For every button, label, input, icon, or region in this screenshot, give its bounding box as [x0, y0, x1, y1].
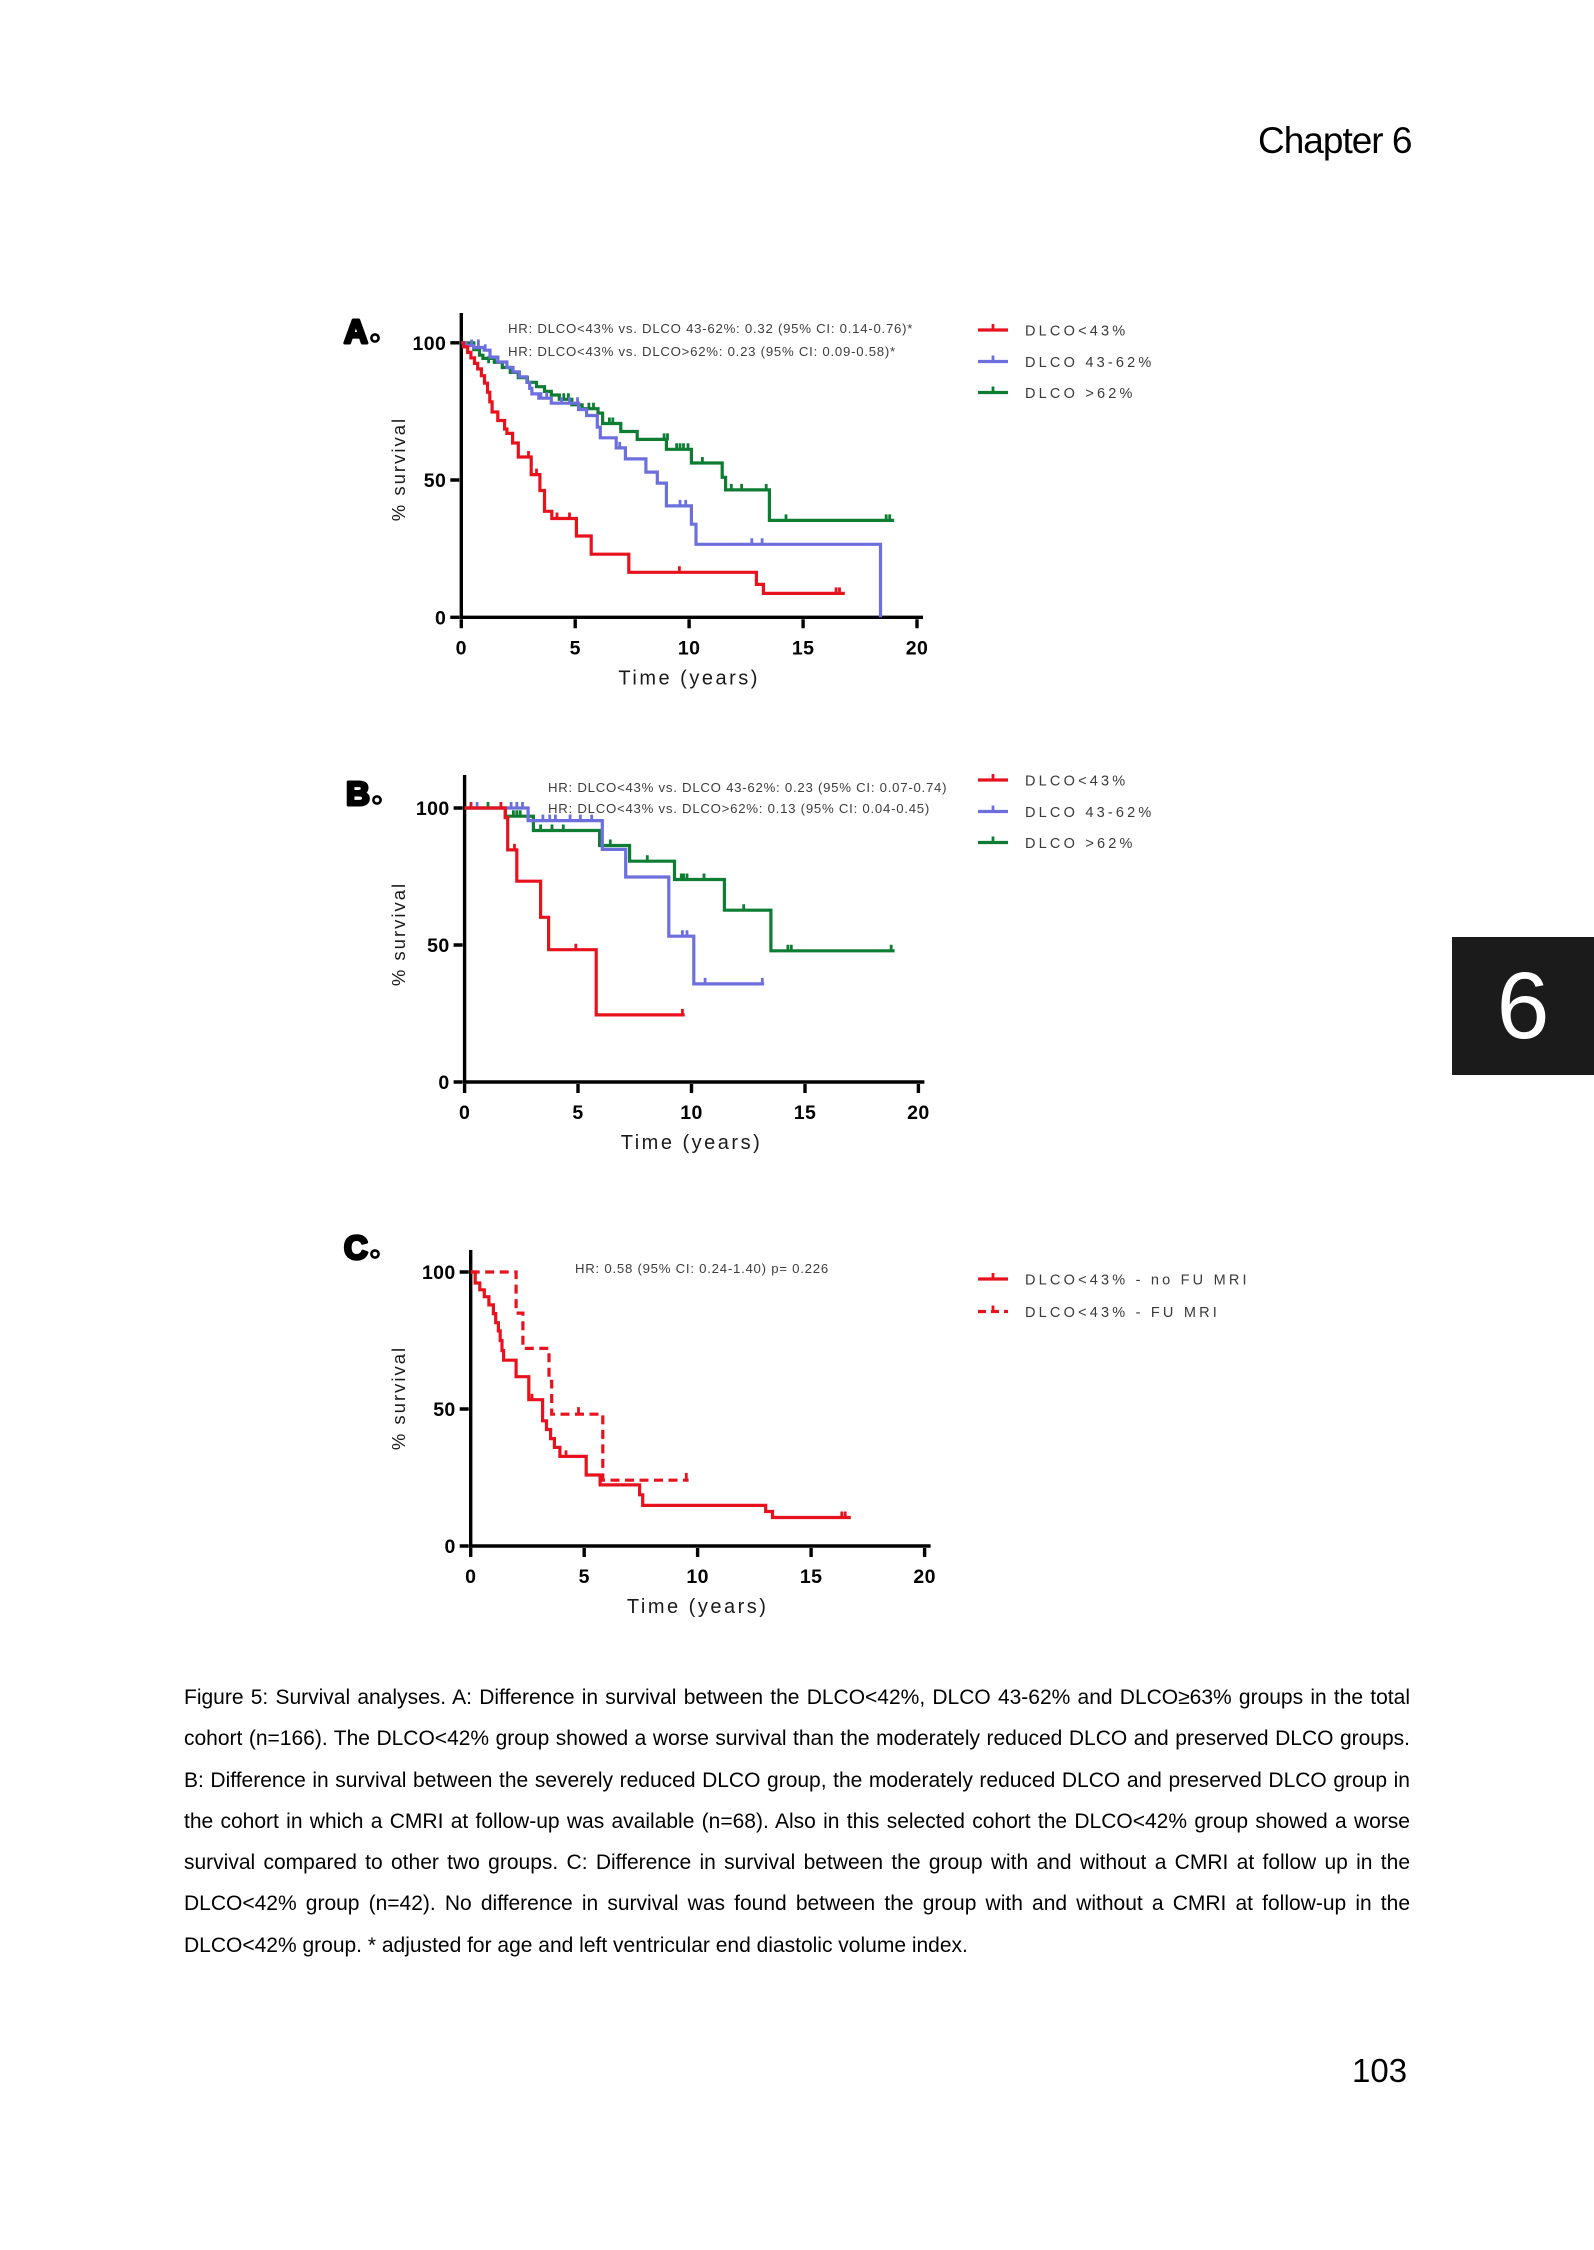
svg-text:15: 15	[800, 1566, 823, 1588]
svg-text:DLCO 43-62%: DLCO 43-62%	[1025, 805, 1155, 821]
svg-text:50: 50	[424, 470, 447, 492]
svg-text:B: B	[346, 775, 370, 812]
svg-text:Time (years): Time (years)	[627, 1596, 768, 1618]
svg-text:0: 0	[459, 1102, 470, 1124]
svg-text:100: 100	[422, 1262, 456, 1284]
svg-text:% survival: % survival	[388, 882, 409, 986]
svg-text:20: 20	[907, 1102, 930, 1124]
svg-text:50: 50	[433, 1399, 456, 1421]
svg-text:DLCO<43%: DLCO<43%	[1025, 774, 1128, 790]
svg-text:5: 5	[570, 637, 581, 659]
svg-text:HR: DLCO<43% vs. DLCO>62%: 0.2: HR: DLCO<43% vs. DLCO>62%: 0.23 (95% CI:…	[508, 344, 896, 359]
svg-text:Time (years): Time (years)	[621, 1132, 762, 1154]
svg-text:0: 0	[438, 1072, 449, 1094]
svg-text:50: 50	[427, 935, 450, 957]
svg-text:HR: DLCO<43% vs. DLCO>62%: 0.1: HR: DLCO<43% vs. DLCO>62%: 0.13 (95% CI:…	[548, 801, 930, 816]
svg-text:5: 5	[579, 1566, 590, 1588]
svg-text:0: 0	[465, 1566, 476, 1588]
svg-text:DLCO >62%: DLCO >62%	[1025, 836, 1136, 852]
svg-text:A: A	[344, 313, 368, 350]
svg-text:20: 20	[913, 1566, 936, 1588]
svg-text:DLCO >62%: DLCO >62%	[1025, 386, 1136, 402]
svg-text:100: 100	[413, 333, 447, 355]
svg-text:20: 20	[906, 637, 929, 659]
svg-text:% survival: % survival	[388, 417, 409, 521]
svg-text:HR: DLCO<43% vs. DLCO 43-62%:: HR: DLCO<43% vs. DLCO 43-62%: 0.23 (95% …	[548, 780, 947, 795]
svg-text:10: 10	[678, 637, 701, 659]
svg-text:10: 10	[680, 1102, 703, 1124]
svg-text:0: 0	[444, 1536, 455, 1558]
svg-text:15: 15	[792, 637, 815, 659]
svg-text:DLCO 43-62%: DLCO 43-62%	[1025, 355, 1155, 371]
svg-text:DLCO<43% - no FU MRI: DLCO<43% - no FU MRI	[1025, 1273, 1250, 1289]
svg-text:HR: DLCO<43% vs. DLCO 43-62%:: HR: DLCO<43% vs. DLCO 43-62%: 0.32 (95% …	[508, 321, 913, 336]
svg-text:Time (years): Time (years)	[618, 667, 759, 689]
svg-text:C: C	[344, 1229, 368, 1266]
svg-text:DLCO<43%: DLCO<43%	[1025, 324, 1128, 340]
svg-text:0: 0	[456, 637, 467, 659]
svg-text:0: 0	[435, 607, 446, 629]
svg-text:% survival: % survival	[388, 1346, 409, 1450]
svg-text:10: 10	[686, 1566, 709, 1588]
svg-text:DLCO<43% - FU MRI: DLCO<43% - FU MRI	[1025, 1305, 1220, 1321]
svg-text:15: 15	[794, 1102, 817, 1124]
svg-text:HR: 0.58 (95% CI: 0.24-1.40) p: HR: 0.58 (95% CI: 0.24-1.40) p= 0.226	[575, 1261, 829, 1276]
svg-text:100: 100	[416, 798, 450, 820]
svg-text:5: 5	[572, 1102, 583, 1124]
